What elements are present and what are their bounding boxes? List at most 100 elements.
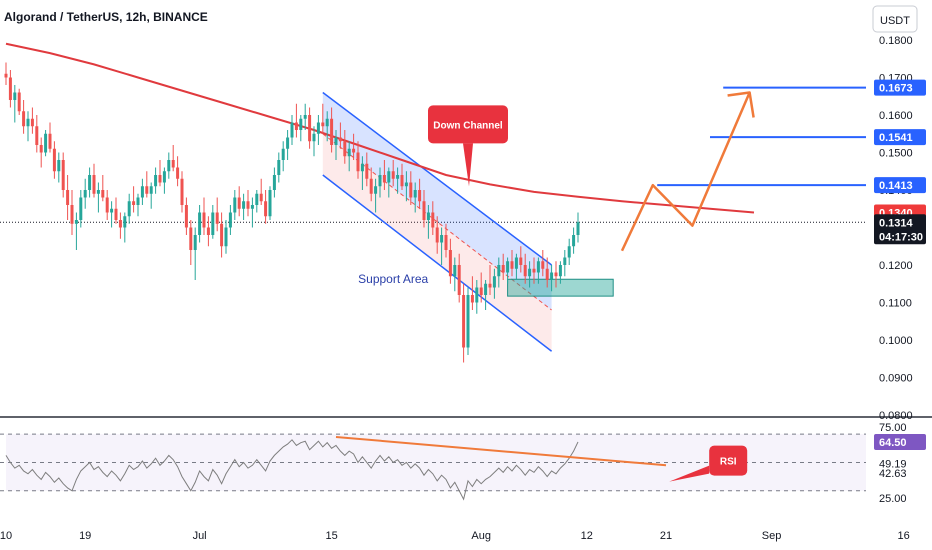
candle-body [88,175,92,190]
candle-body [470,295,474,303]
candle-body [105,197,109,213]
candle-body [466,295,470,348]
candle-body [435,227,439,243]
label-text: Support Area [358,272,428,286]
candle-body [149,186,153,194]
candle-body [52,148,56,172]
candle-body [118,220,122,228]
candle-body [303,115,307,119]
candle-body [532,268,536,273]
price-tick-label: 0.1500 [879,148,913,160]
candle-body [369,178,373,194]
candle-body [101,190,105,198]
candle-body [250,205,254,209]
candle-body [418,190,422,202]
candle-body [237,197,241,209]
candle-body [162,171,166,183]
candle-body [259,193,263,202]
candle-body [484,283,488,295]
ma-200-line [5,42,755,214]
price-tag-box [874,79,926,96]
candle-body [268,190,272,217]
candle-body [224,227,228,247]
moving-average-layer [5,42,755,214]
candle-body [26,118,30,127]
candle-body [338,137,342,142]
rsi-divergence-line [335,435,667,467]
annotations-layer: Down Channel Support Area [349,105,508,289]
candle-body [334,137,338,145]
candle-body [374,186,378,194]
candle-body [330,118,334,145]
rsi-tick-label: 75.00 [879,422,907,434]
projection-path [620,92,751,252]
candle-body [70,205,74,224]
candle-body [312,133,316,142]
candle-body [550,272,554,280]
candle-body [387,171,391,183]
candle-body [422,201,426,220]
candle-body [572,235,576,247]
rsi-callout-pointer [669,465,710,482]
candle-body [510,261,514,269]
rsi-tick-label: 25.00 [879,493,907,505]
price-tag-value: 0.1541 [879,132,913,144]
currency-button[interactable]: USDT [872,5,918,33]
candle-body [220,223,224,247]
channel-upper-fill [322,92,552,310]
candle-body [193,235,197,250]
candle-body [404,182,408,187]
channel-upper-line [322,91,553,266]
channel-lower-line [322,174,553,352]
candle-body [519,257,523,265]
candle-body [8,77,12,100]
projection-layer [620,91,755,252]
candle-body [13,92,17,100]
candle-body [233,197,237,213]
time-tick-label: 15 [325,530,337,542]
price-tick-label: 0.1000 [879,335,913,347]
target-lines-layer [657,86,866,187]
price-axis[interactable]: 0.18000.17000.16000.15000.14000.13000.12… [874,35,926,505]
candle-body [391,171,395,179]
candle-body [501,265,505,273]
candle-body [180,178,184,205]
candle-body [132,201,136,205]
currency-button-label[interactable]: USDT [880,15,910,27]
candle-body [488,283,492,288]
candle-body [567,246,571,258]
time-tick-label: 12 [581,530,593,542]
time-tick-label: 21 [660,530,672,542]
candle-body [506,261,510,273]
label-background [349,268,438,289]
rsi-line [5,439,579,501]
candle-body [264,201,268,217]
candle-body [167,160,171,172]
price-tag: 0.1314 04:17:30 [874,214,926,245]
candle-body [528,268,532,277]
candle-body [356,152,360,172]
rsi-callout-text: RSI [720,457,737,468]
candle-body [536,261,540,273]
rsi-level-text: 42.63 [879,468,907,480]
candle-body [444,235,448,250]
candle-body [74,220,78,224]
candle-body [426,212,430,220]
candle-body [171,160,175,168]
candle-body [576,222,580,235]
support-area-label: Support Area [349,268,438,289]
candle-body [475,287,479,303]
candle-body [158,175,162,183]
candle-body [272,175,276,190]
time-tick-label: Aug [471,530,491,542]
time-tick-label: 16 [897,530,909,542]
candle-body [457,265,461,295]
candle-body [48,133,52,149]
candle-body [316,122,320,134]
time-axis[interactable]: 10 19 Jul 15 Aug 12 21 Sep 16 [0,530,910,542]
down-channel-callout: Down Channel [428,105,508,187]
candle-body [558,265,562,277]
projection-arrowhead [727,91,755,118]
candle-body [35,126,39,145]
